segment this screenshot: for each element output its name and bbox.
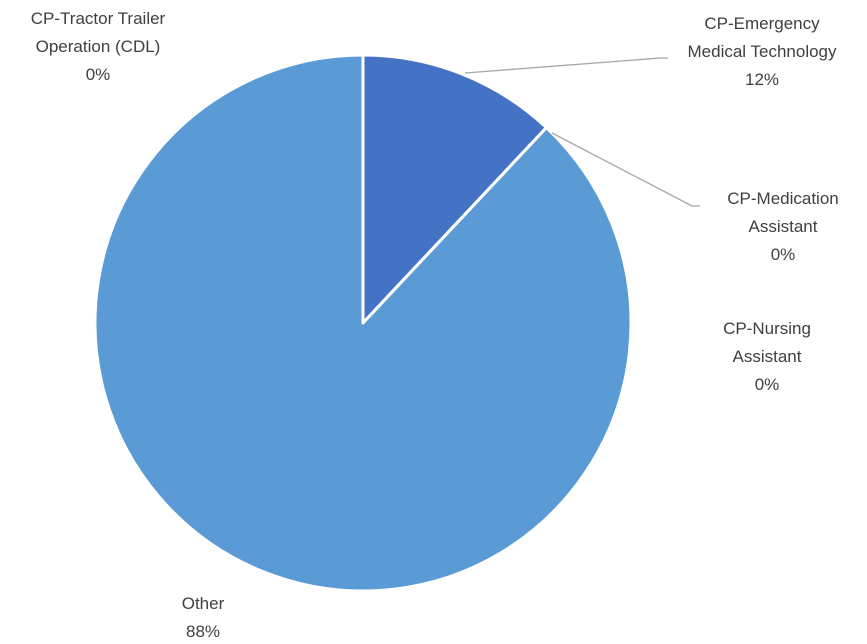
value-label: 0% — [754, 375, 780, 394]
category-label: CP-Emergency Medical Technology — [687, 14, 837, 61]
category-label: CP-Medication Assistant — [727, 189, 839, 236]
category-label: Other — [181, 594, 225, 613]
value-label: 88% — [185, 622, 221, 641]
data-label: Other 88% — [182, 590, 225, 644]
value-label: 0% — [770, 245, 796, 264]
data-label: CP-Emergency Medical Technology 12% — [688, 10, 837, 94]
data-label: CP-Nursing Assistant 0% — [723, 315, 811, 399]
data-label: CP-Tractor Trailer Operation (CDL) 0% — [31, 5, 165, 89]
pie-slice — [361, 53, 548, 325]
leader-line — [464, 57, 668, 74]
value-label: 0% — [85, 65, 111, 84]
category-label: CP-Nursing Assistant — [723, 319, 811, 366]
data-label: CP-Medication Assistant 0% — [727, 185, 839, 269]
category-label: CP-Tractor Trailer Operation (CDL) — [30, 9, 166, 56]
value-label: 12% — [744, 70, 780, 89]
leader-line — [551, 132, 700, 207]
